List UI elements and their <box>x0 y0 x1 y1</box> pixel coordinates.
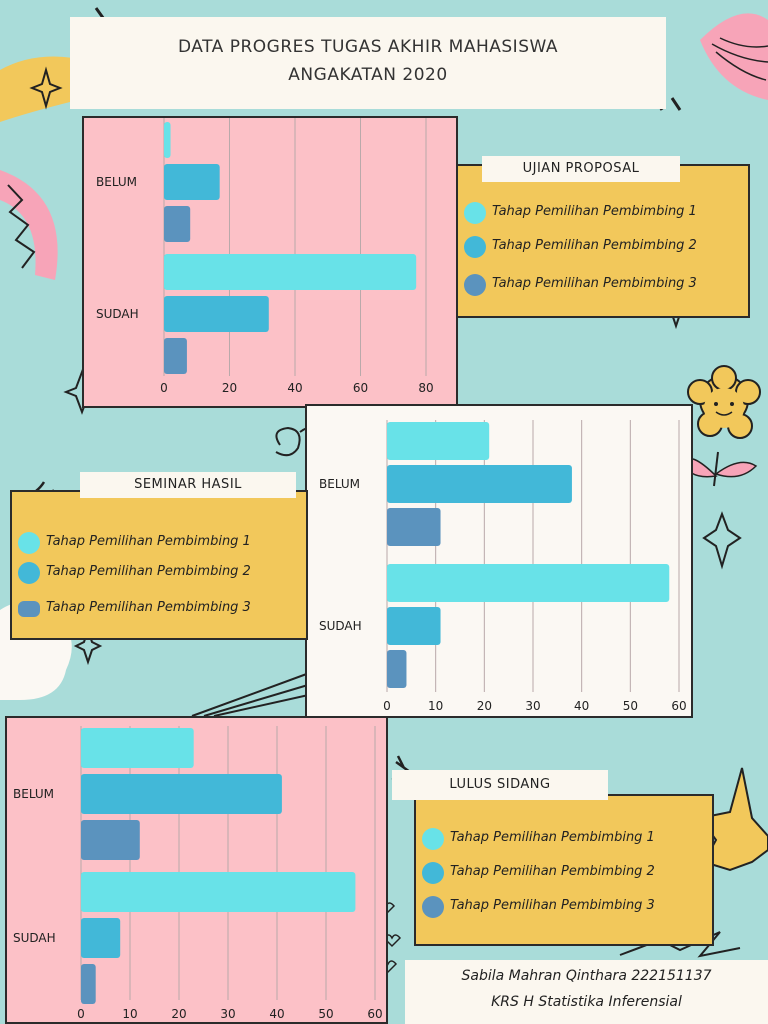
category-label: BELUM <box>96 175 137 189</box>
legend-dot-series2 <box>18 562 40 584</box>
legend-label: Tahap Pemilihan Pembimbing 2 <box>46 564 251 579</box>
legend-label: Tahap Pemilihan Pembimbing 3 <box>46 600 251 615</box>
legend-item: Tahap Pemilihan Pembimbing 1 <box>458 200 748 226</box>
legend-label: Tahap Pemilihan Pembimbing 1 <box>46 534 251 549</box>
bar-belum-series3 <box>81 820 140 860</box>
x-tick-label: 20 <box>477 699 492 713</box>
title-banner: DATA PROGRES TUGAS AKHIR MAHASISWA ANGAK… <box>70 17 666 109</box>
x-tick-label: 60 <box>367 1007 382 1021</box>
legend-item: Tahap Pemilihan Pembimbing 2 <box>416 860 712 886</box>
legend-label: Tahap Pemilihan Pembimbing 1 <box>450 830 655 845</box>
legend-label: Tahap Pemilihan Pembimbing 3 <box>492 276 697 291</box>
chart-proposal-svg: 0 20 40 60 80 BELUM SUDAH <box>96 118 434 395</box>
x-tick-label: 40 <box>574 699 589 713</box>
legend-item: Tahap Pemilihan Pembimbing 3 <box>458 272 748 298</box>
x-tick-label: 10 <box>122 1007 137 1021</box>
bar-belum-series2 <box>387 465 572 503</box>
legend-label: Tahap Pemilihan Pembimbing 1 <box>492 204 697 219</box>
bar-sudah-series1 <box>387 564 670 602</box>
bar-belum-series1 <box>387 422 490 460</box>
x-tick-label: 20 <box>222 381 237 395</box>
pink-leaf-top-right <box>700 13 768 101</box>
bar-sudah-series3 <box>81 964 96 1004</box>
category-label: BELUM <box>13 787 54 801</box>
legend-dot-series3 <box>422 896 444 918</box>
page-title: DATA PROGRES TUGAS AKHIR MAHASISWA <box>178 37 558 57</box>
bar-belum-series1 <box>81 728 194 768</box>
chart-proposal: 0 20 40 60 80 BELUM SUDAH <box>82 116 458 408</box>
x-tick-label: 20 <box>171 1007 186 1021</box>
stick-lines <box>191 671 323 717</box>
sparkle-icon-4 <box>702 511 742 570</box>
category-label: SUDAH <box>319 619 362 633</box>
chart-lulus: 0 10 20 30 40 50 60 BELUM SUDAH <box>5 716 388 1024</box>
legend-dot-series2 <box>464 236 486 258</box>
legend-item: Tahap Pemilihan Pembimbing 1 <box>416 826 712 852</box>
category-label: BELUM <box>319 477 360 491</box>
x-tick-label: 0 <box>383 699 391 713</box>
legend-item: Tahap Pemilihan Pembimbing 3 <box>12 596 306 622</box>
legend-dot-series2 <box>422 862 444 884</box>
pink-leaf-lines <box>711 37 768 81</box>
x-tick-label: 50 <box>318 1007 333 1021</box>
legend-dot-series3 <box>464 274 486 296</box>
legend-dot-series3 <box>18 601 40 617</box>
legend-dot-series1 <box>18 532 40 554</box>
legend-proposal: Tahap Pemilihan Pembimbing 1 Tahap Pemil… <box>456 164 750 318</box>
course-label: KRS H Statistika Inferensial <box>491 994 682 1010</box>
legend-item: Tahap Pemilihan Pembimbing 2 <box>458 234 748 260</box>
x-tick-label: 40 <box>269 1007 284 1021</box>
legend-heading-lulus: LULUS SIDANG <box>392 770 608 800</box>
x-tick-label: 50 <box>623 699 638 713</box>
chart-seminar: 0 10 20 30 40 50 60 BELUM SUDAH <box>305 404 693 718</box>
legend-dot-series1 <box>464 202 486 224</box>
bar-belum-series2 <box>164 164 220 200</box>
flower-icon <box>681 365 761 487</box>
chart-lulus-svg: 0 10 20 30 40 50 60 BELUM SUDAH <box>13 726 383 1021</box>
x-tick-label: 0 <box>160 381 168 395</box>
legend-label: Tahap Pemilihan Pembimbing 2 <box>492 238 697 253</box>
legend-label: Tahap Pemilihan Pembimbing 3 <box>450 898 655 913</box>
author-credit: Sabila Mahran Qinthara 222151137 KRS H S… <box>405 960 768 1024</box>
author-name: Sabila Mahran Qinthara 222151137 <box>461 968 712 984</box>
legend-dot-series1 <box>422 828 444 850</box>
x-tick-label: 30 <box>525 699 540 713</box>
x-tick-label: 80 <box>418 381 433 395</box>
legend-label: Tahap Pemilihan Pembimbing 2 <box>450 864 655 879</box>
bar-sudah-series2 <box>387 607 441 645</box>
bar-sudah-series2 <box>81 918 121 958</box>
category-label: SUDAH <box>96 307 139 321</box>
sparkle-icon-5 <box>73 626 103 666</box>
x-tick-label: 0 <box>77 1007 85 1021</box>
bar-sudah-series1 <box>81 872 356 912</box>
x-tick-label: 60 <box>671 699 686 713</box>
sparkle-icon <box>29 66 63 110</box>
legend-item: Tahap Pemilihan Pembimbing 3 <box>416 894 712 920</box>
bar-belum-series2 <box>81 774 282 814</box>
bar-sudah-series3 <box>387 650 407 688</box>
bar-sudah-series1 <box>164 254 417 290</box>
chart-seminar-svg: 0 10 20 30 40 50 60 BELUM SUDAH <box>319 420 687 713</box>
legend-item: Tahap Pemilihan Pembimbing 1 <box>12 530 306 556</box>
bar-belum-series3 <box>164 206 191 242</box>
legend-lulus: Tahap Pemilihan Pembimbing 1 Tahap Pemil… <box>414 794 714 946</box>
x-tick-label: 40 <box>287 381 302 395</box>
legend-item: Tahap Pemilihan Pembimbing 2 <box>12 560 306 586</box>
bar-sudah-series3 <box>164 338 187 374</box>
x-tick-label: 10 <box>428 699 443 713</box>
bar-belum-series1 <box>164 122 171 158</box>
bar-belum-series3 <box>387 508 441 546</box>
category-label: SUDAH <box>13 931 56 945</box>
bar-sudah-series2 <box>164 296 269 332</box>
legend-heading-seminar: SEMINAR HASIL <box>80 472 296 498</box>
x-tick-label: 30 <box>220 1007 235 1021</box>
legend-heading-proposal: UJIAN PROPOSAL <box>482 156 680 182</box>
legend-seminar: Tahap Pemilihan Pembimbing 1 Tahap Pemil… <box>10 490 308 640</box>
x-tick-label: 60 <box>353 381 368 395</box>
zigzag-icon <box>7 184 36 269</box>
page-subtitle: ANGAKATAN 2020 <box>288 65 448 85</box>
